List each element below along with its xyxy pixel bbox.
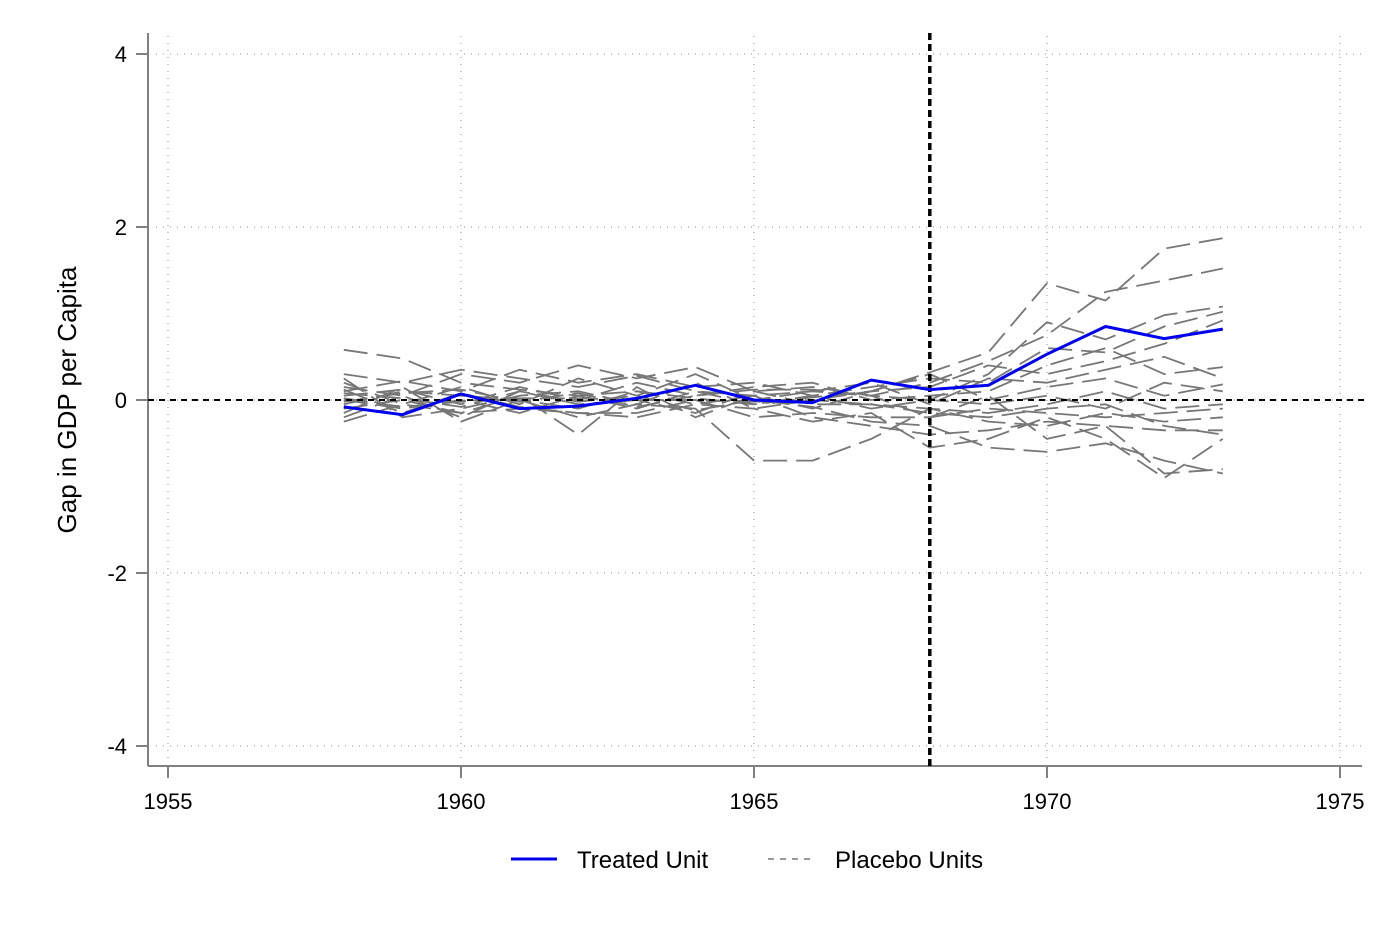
placebo-lines bbox=[343, 237, 1224, 479]
y-tick-label: 4 bbox=[115, 42, 127, 67]
placebo-series-line bbox=[343, 319, 1224, 414]
x-tick-label: 1975 bbox=[1316, 789, 1365, 814]
x-tick-label: 1965 bbox=[730, 789, 779, 814]
legend-label-treated: Treated Unit bbox=[577, 847, 709, 874]
y-tick-label: 2 bbox=[115, 215, 127, 240]
placebo-series-line bbox=[343, 267, 1223, 397]
y-tick-label: -2 bbox=[107, 561, 127, 586]
placebo-series-line bbox=[343, 305, 1223, 401]
placebo-series-line bbox=[343, 388, 1223, 475]
placebo-series-line bbox=[343, 310, 1224, 397]
x-tick-label: 1960 bbox=[437, 789, 486, 814]
x-tick-label: 1955 bbox=[144, 789, 193, 814]
y-tick-label: 0 bbox=[115, 388, 127, 413]
treated-series-line bbox=[343, 325, 1224, 417]
x-ticks: 1955 1960 1965 1970 1975 bbox=[144, 766, 1365, 814]
x-tick-label: 1970 bbox=[1023, 789, 1072, 814]
treated-line bbox=[343, 325, 1224, 417]
y-tick-label: -4 bbox=[107, 734, 127, 759]
placebo-series-line bbox=[343, 403, 1224, 479]
legend: Treated Unit Placebo Units bbox=[511, 847, 983, 874]
y-axis-title: Gap in GDP per Capita bbox=[52, 266, 82, 533]
placebo-series-line bbox=[343, 386, 1223, 462]
legend-label-placebo: Placebo Units bbox=[835, 847, 983, 874]
y-ticks: 4 2 0 -2 -4 bbox=[107, 42, 148, 759]
placebo-series-line bbox=[343, 237, 1223, 406]
placebo-series-line bbox=[343, 377, 1223, 436]
